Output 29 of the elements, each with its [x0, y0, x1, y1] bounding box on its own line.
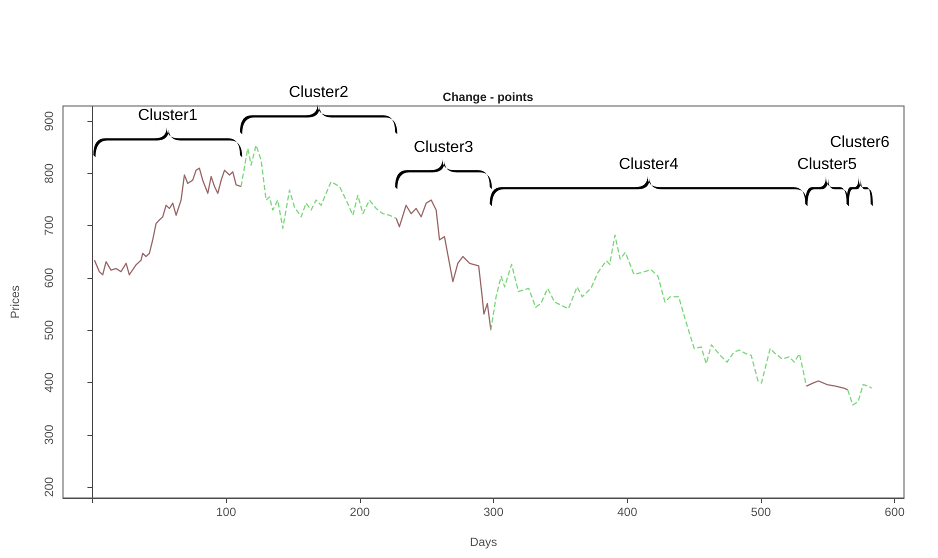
text: Cluster2: [288, 84, 349, 102]
x-tick-label: 600: [884, 505, 905, 519]
x-tick-label: 500: [750, 505, 772, 519]
line-series: [94, 168, 242, 276]
line-series: [396, 199, 492, 331]
annotation: Cluster5: [797, 156, 857, 173]
x-tick-label: 400: [617, 505, 638, 519]
y-tick-label: 300: [42, 424, 56, 445]
annotation: Cluster6: [830, 134, 890, 151]
y-tick-label: 900: [42, 110, 56, 132]
y-tick-label: 800: [42, 163, 56, 184]
annotation: Cluster3: [414, 139, 474, 156]
y-tick-label: 700: [42, 215, 56, 236]
x-tick-label: 300: [484, 505, 504, 519]
chart-title: Change - points: [442, 90, 534, 104]
line-series: [847, 384, 872, 406]
y-tick-label: 400: [42, 372, 56, 393]
y-axis-title: Prices: [8, 285, 22, 319]
x-tick-label: 100: [216, 505, 236, 519]
y-tick-label: 500: [42, 320, 56, 340]
x-axis-title: Days: [470, 535, 498, 549]
line-series: [806, 380, 848, 390]
line-series: [490, 234, 808, 387]
annotation: Cluster4: [618, 156, 679, 173]
y-tick-label: 200: [42, 476, 56, 498]
x-tick-label: 200: [350, 505, 370, 519]
annotation: Cluster1: [138, 107, 198, 124]
y-tick-label: 600: [42, 268, 56, 288]
line-series: [240, 144, 397, 229]
